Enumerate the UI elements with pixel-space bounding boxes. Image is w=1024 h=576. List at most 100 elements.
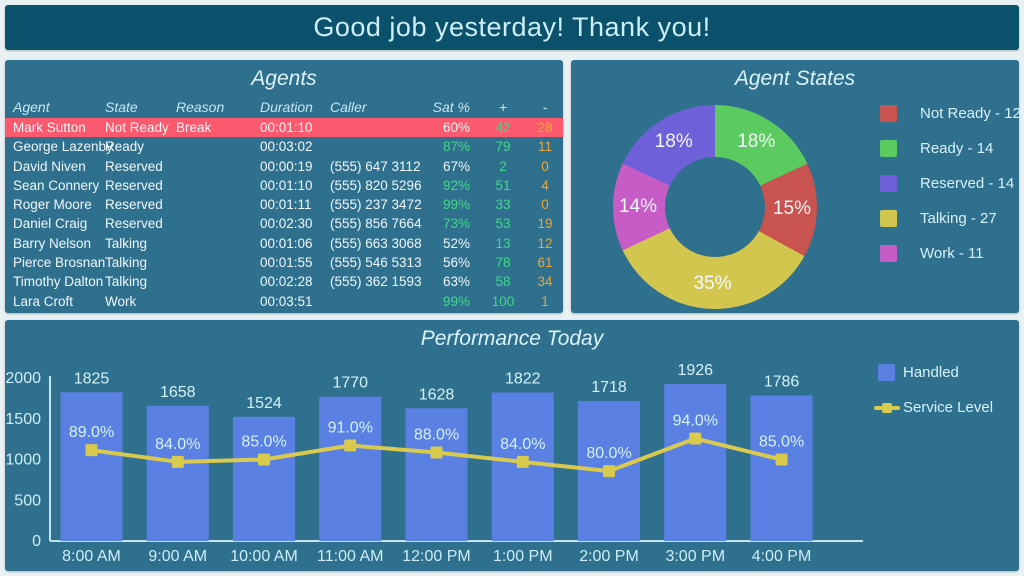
legend-item[interactable]: Reserved - 14 <box>880 174 1021 192</box>
donut-slice-label: 18% <box>654 130 693 152</box>
column-header-duration: Duration <box>260 99 313 115</box>
legend-item[interactable]: Talking - 27 <box>880 209 1021 227</box>
table-row[interactable]: Timothy Dalton Talking 00:02:28 (555) 362 1… <box>5 272 563 291</box>
legend-item[interactable]: Not Ready - 12 <box>880 104 1021 122</box>
cell-state: Talking <box>105 255 148 271</box>
legend-swatch-icon <box>880 174 897 192</box>
line-value-label: 91.0% <box>328 420 373 437</box>
service-level-marker <box>516 455 529 468</box>
bar-value-label: 1825 <box>74 370 110 387</box>
cell-minus: 34 <box>537 274 553 290</box>
cell-plus: 2 <box>499 158 507 174</box>
table-row[interactable]: Daniel Craig Reserved 00:02:30 (555) 856 76… <box>5 214 563 233</box>
x-tick-label: 3:00 PM <box>665 548 725 565</box>
cell-agent: Timothy Dalton <box>13 274 104 290</box>
cell-agent: Mark Sutton <box>13 120 86 135</box>
cell-plus: 100 <box>491 293 515 309</box>
agent-states-legend: Not Ready - 12 Ready - 14 Reserved - 14 Tal… <box>880 104 1021 279</box>
cell-plus: 58 <box>495 274 511 290</box>
legend-label: Ready - 14 <box>920 139 994 157</box>
line-value-label: 88.0% <box>414 427 459 444</box>
handled-bar <box>750 395 813 541</box>
agents-panel-title: Agents <box>251 67 317 90</box>
cell-state: Work <box>105 293 137 309</box>
handled-bar <box>319 396 382 541</box>
legend-swatch-icon <box>880 209 897 227</box>
bar-value-label: 1524 <box>246 395 282 412</box>
cell-minus: 28 <box>537 120 553 135</box>
cell-agent: Roger Moore <box>13 197 92 213</box>
legend-label: Talking - 27 <box>920 209 997 227</box>
table-row[interactable]: Lara Croft Work 00:03:51 99% 100 1 <box>5 292 563 311</box>
donut-slice-label: 14% <box>618 196 658 217</box>
x-tick-label: 2:00 PM <box>579 548 639 565</box>
cell-state: Talking <box>105 274 148 290</box>
table-row[interactable]: Mark Sutton Not Ready Break 00:01:10 60% 42 28 <box>5 118 563 138</box>
line-value-label: 84.0% <box>155 436 200 453</box>
y-tick-label: 1000 <box>5 452 41 469</box>
cell-minus: 11 <box>537 139 552 155</box>
cell-state: Reserved <box>105 177 163 193</box>
table-row[interactable]: Barry Nelson Talking 00:01:06 (555) 663 306… <box>5 234 563 253</box>
bar-value-label: 1926 <box>677 362 713 379</box>
x-tick-label: 10:00 AM <box>230 548 298 565</box>
cell-plus: 78 <box>495 255 511 271</box>
cell-plus: 51 <box>495 177 511 193</box>
column-header-reason: Reason <box>176 99 225 115</box>
table-row[interactable]: George Lazenby Ready 00:03:02 87% 79 11 <box>5 137 563 156</box>
agents-table-header: Agent State Reason Duration Caller Sat %… <box>5 98 563 117</box>
cell-sat: 60% <box>442 120 470 135</box>
donut-slice-label: 15% <box>772 198 811 220</box>
table-row[interactable]: Sean Connery Reserved 00:01:10 (555) 820 52… <box>5 176 563 195</box>
cell-agent: Lara Croft <box>13 293 74 309</box>
cell-agent: Pierce Brosnan <box>13 255 106 271</box>
cell-caller: (555) 546 5313 <box>330 255 422 271</box>
bar-value-label: 1628 <box>419 386 455 403</box>
x-tick-label: 12:00 PM <box>402 548 470 565</box>
cell-plus: 79 <box>495 139 511 155</box>
cell-duration: 00:01:11 <box>260 197 312 213</box>
cell-agent: Barry Nelson <box>13 235 92 251</box>
cell-agent: Daniel Craig <box>13 216 88 232</box>
y-tick-label: 0 <box>32 533 41 550</box>
cell-caller: (555) 647 3112 <box>330 158 421 174</box>
cell-plus: 13 <box>495 235 511 251</box>
cell-sat: 99% <box>442 293 470 309</box>
cell-sat: 99% <box>442 197 470 213</box>
legend-label: Service Level <box>903 399 994 416</box>
x-tick-label: 4:00 PM <box>752 548 812 565</box>
handled-swatch-icon <box>878 364 895 381</box>
bar-value-label: 1770 <box>332 375 368 392</box>
service-level-marker <box>603 465 615 478</box>
cell-plus: 53 <box>495 216 511 232</box>
column-header-agent: Agent <box>13 99 50 115</box>
cell-state: Ready <box>105 139 145 155</box>
table-row[interactable]: Roger Moore Reserved 00:01:11 (555) 237 347… <box>5 195 563 214</box>
service-level-marker <box>430 446 443 459</box>
line-value-label: 89.0% <box>69 424 114 441</box>
handled-bar <box>60 392 123 541</box>
bar-value-label: 1658 <box>160 384 196 401</box>
cell-agent: Sean Connery <box>13 177 100 193</box>
cell-minus: 0 <box>541 197 549 213</box>
legend-item[interactable]: Work - 11 <box>880 244 1021 262</box>
header-message: Good job yesterday! Thank you! <box>313 12 711 42</box>
table-row[interactable]: David Niven Reserved 00:00:19 (555) 647 311… <box>5 157 563 176</box>
bar-value-label: 1718 <box>591 379 627 396</box>
table-row[interactable]: Pierce Brosnan Talking 00:01:55 (555) 546 5… <box>5 253 563 272</box>
agent-states-donut-chart: 18% 15% 35% 14% 18% <box>613 105 817 309</box>
handled-bar <box>233 416 295 541</box>
legend-label: Work - 11 <box>920 244 984 262</box>
column-header-minus: - <box>542 99 548 115</box>
cell-caller: (555) 856 7664 <box>330 216 422 232</box>
handled-bar <box>146 405 209 541</box>
x-tick-label: 9:00 AM <box>148 548 207 565</box>
cell-caller: (555) 237 3472 <box>330 197 422 213</box>
legend-swatch-icon <box>880 244 897 262</box>
cell-plus: 42 <box>495 120 511 135</box>
legend-item[interactable]: Ready - 14 <box>880 139 1021 157</box>
cell-plus: 33 <box>495 197 511 213</box>
donut-hole <box>665 157 765 257</box>
cell-duration: 00:00:19 <box>260 158 313 174</box>
